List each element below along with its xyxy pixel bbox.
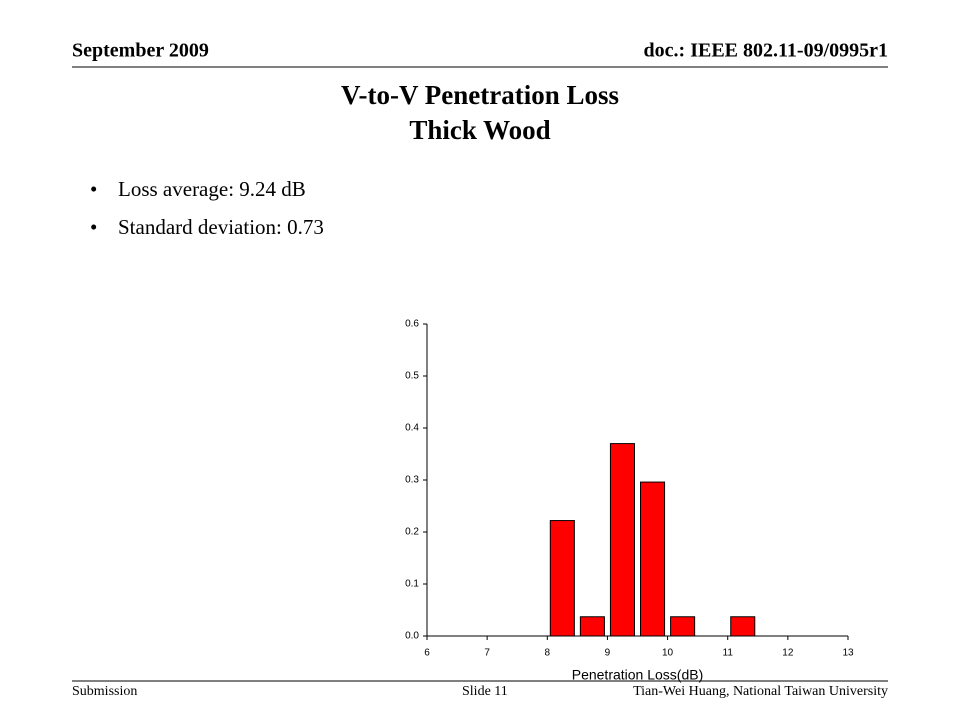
bar [549,520,575,637]
x-tick-label: 12 [782,648,794,659]
x-tick-label: 8 [545,648,551,659]
bullet-dot: • [90,177,97,201]
bar [640,481,666,637]
y-tick-label: 0.4 [405,423,419,434]
x-tick-label: 11 [723,648,734,659]
bar [579,616,605,637]
y-tick-label: 0.2 [405,527,419,538]
y-tick-label: 0.3 [405,475,419,486]
y-tick-label: 0.1 [405,579,419,590]
x-tick-label: 6 [424,648,430,659]
x-axis-label: Penetration Loss(dB) [572,667,704,683]
header-date: September 2009 [72,40,209,62]
header-doc: doc.: IEEE 802.11-09/0995r1 [644,40,888,62]
x-tick-label: 9 [605,648,611,659]
footer-left: Submission [72,684,137,699]
bullet-dot: • [90,215,97,239]
bar [670,616,696,637]
footer-right: Tian-Wei Huang, National Taiwan Universi… [633,684,888,699]
bullet-text: Loss average: 9.24 dB [118,177,306,201]
x-tick-label: 10 [662,648,674,659]
title-line: Thick Wood [409,115,550,145]
y-tick-label: 0.5 [405,371,419,382]
x-tick-label: 7 [484,648,490,659]
y-tick-label: 0.6 [405,319,419,330]
bullet-text: Standard deviation: 0.73 [118,215,324,239]
bar [730,616,756,637]
title-line: V-to-V Penetration Loss [341,80,619,110]
y-tick-label: 0.0 [405,631,419,642]
chart: 0.0 0.1 0.2 0.3 0.4 0.5 0.6 6 7 8 9 10 11 12 13 Penetra… [405,319,854,683]
bar [609,443,635,637]
x-tick-label: 13 [842,648,854,659]
footer-center: Slide 11 [462,684,508,699]
